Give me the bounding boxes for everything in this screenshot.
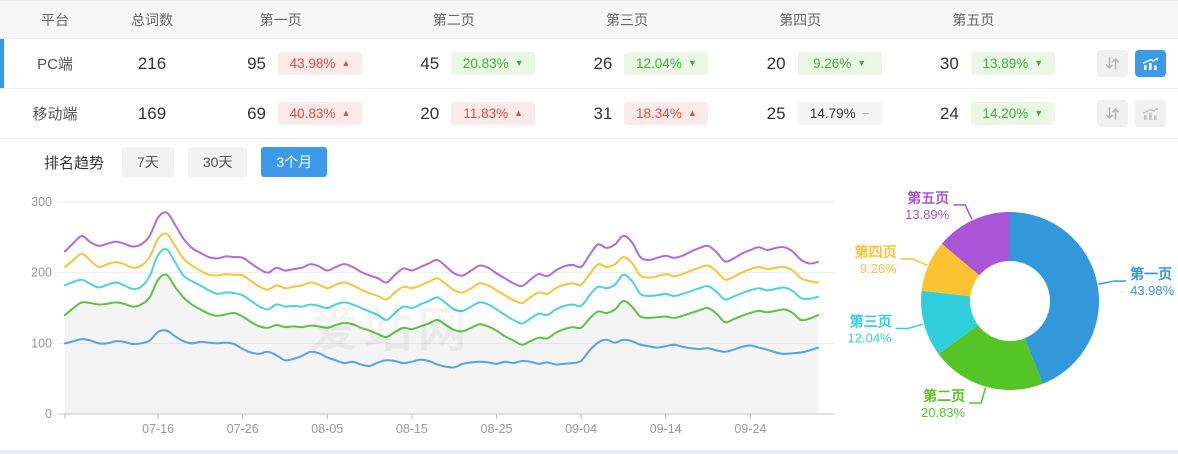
page2-count: 45 — [420, 53, 440, 73]
svg-text:08-05: 08-05 — [311, 422, 343, 436]
trend-chart-button[interactable] — [1134, 100, 1166, 127]
donut-chart-canvas: 第一页 43.98% 第二页 20.83% 第三页 12.04% 第四页 9.26%第五页 13… — [848, 190, 1175, 420]
page1-count: 69 — [247, 103, 266, 123]
sort-arrows-icon — [1105, 57, 1120, 70]
page4-cell: 25 14.79% − — [714, 102, 887, 125]
page3-cell: 31 18.34% ▲ — [540, 102, 713, 125]
page2-cell: 20 11.83% ▲ — [367, 102, 540, 125]
svg-text:08-25: 08-25 — [481, 422, 513, 436]
table-row-pc[interactable]: PC端 216 95 43.98% ▲ 45 20.83% ▼ 26 12.04% ▼… — [0, 39, 1178, 89]
charts-area: 0 100 200 300 07-16 07-26 08-05 08-15 08-25 09-04… — [0, 185, 1178, 450]
platform-label: PC端 — [37, 56, 73, 73]
trend-section-title: 排名趋势 — [44, 154, 105, 172]
page4-cell: 20 9.26% ▼ — [714, 52, 887, 75]
table-row-mobile[interactable]: 移动端 169 69 40.83% ▲ 20 11.83% ▲ 31 18.34% ▲… — [0, 89, 1178, 139]
tab-3-months[interactable]: 3个月 — [261, 147, 328, 177]
total-words-value: 216 — [137, 53, 167, 73]
page2-change-badge: 20.83% ▼ — [451, 52, 536, 75]
page4-count: 25 — [766, 103, 786, 123]
col-platform: 平台 — [41, 11, 69, 28]
page1-cell: 69 40.83% ▲ — [194, 102, 367, 125]
trend-chart-icon — [1142, 57, 1159, 70]
page3-count: 26 — [593, 53, 613, 73]
trend-line-chart: 0 100 200 300 07-16 07-26 08-05 08-15 08-25 09-04… — [0, 185, 840, 450]
col-page-1: 第一页 — [259, 11, 302, 28]
page5-count: 30 — [939, 53, 959, 73]
page2-cell: 45 20.83% ▼ — [367, 52, 540, 75]
row-actions — [1060, 100, 1178, 127]
rank-table-header: 平台 总词数 第一页 第二页 第三页 第四页 第五页 — [0, 1, 1178, 39]
page3-cell: 26 12.04% ▼ — [540, 52, 713, 75]
line-chart-canvas: 0 100 200 300 07-16 07-26 08-05 08-15 08-25 09-04… — [31, 195, 834, 436]
sort-button[interactable] — [1096, 100, 1128, 127]
svg-text:07-16: 07-16 — [142, 422, 174, 436]
row-actions — [1060, 50, 1178, 77]
page4-change-badge: 14.79% − — [797, 102, 882, 125]
page5-cell: 24 14.20% ▼ — [887, 102, 1060, 125]
page1-change-badge: 40.83% ▲ — [278, 102, 362, 125]
sort-button[interactable] — [1096, 50, 1128, 77]
page4-change-badge: 9.26% ▼ — [797, 52, 882, 75]
svg-text:08-15: 08-15 — [396, 422, 428, 436]
page1-count: 95 — [247, 53, 266, 73]
trend-toolbar: 排名趋势 7天 30天 3个月 — [0, 139, 1178, 185]
svg-text:07-26: 07-26 — [227, 422, 259, 436]
sort-arrows-icon — [1105, 107, 1120, 120]
col-page-4: 第四页 — [779, 11, 822, 28]
page5-change-badge: 14.20% ▼ — [970, 102, 1055, 125]
total-words-value: 169 — [137, 103, 167, 123]
svg-text:0: 0 — [45, 407, 52, 421]
page3-change-badge: 12.04% ▼ — [624, 52, 709, 75]
svg-text:200: 200 — [31, 266, 52, 280]
bottom-divider — [0, 450, 1178, 454]
svg-text:300: 300 — [31, 195, 52, 209]
page2-change-badge: 11.83% ▲ — [451, 102, 536, 125]
page2-count: 20 — [420, 103, 440, 123]
page1-cell: 95 43.98% ▲ — [194, 52, 367, 75]
col-page-3: 第三页 — [605, 11, 648, 28]
svg-text:100: 100 — [31, 336, 52, 350]
svg-text:09-14: 09-14 — [650, 422, 682, 436]
svg-text:09-24: 09-24 — [734, 422, 766, 436]
col-total-words: 总词数 — [131, 11, 173, 28]
trend-chart-button[interactable] — [1134, 50, 1166, 77]
tab-30-days[interactable]: 30天 — [187, 147, 248, 177]
page5-change-badge: 13.89% ▼ — [970, 52, 1055, 75]
page1-change-badge: 43.98% ▲ — [278, 52, 362, 75]
platform-label: 移动端 — [32, 106, 78, 123]
tab-7-days[interactable]: 7天 — [122, 147, 174, 177]
page3-change-badge: 18.34% ▲ — [624, 102, 709, 125]
page4-count: 20 — [766, 53, 786, 73]
trend-chart-icon — [1142, 107, 1159, 120]
page5-count: 24 — [939, 103, 959, 123]
page-share-donut-chart: 第一页 43.98% 第二页 20.83% 第三页 12.04% 第四页 9.26% 第五页 13… — [840, 185, 1178, 450]
col-page-2: 第二页 — [432, 11, 475, 28]
svg-text:09-04: 09-04 — [565, 422, 597, 436]
page3-count: 31 — [593, 103, 613, 123]
col-page-5: 第五页 — [952, 11, 995, 28]
page5-cell: 30 13.89% ▼ — [887, 52, 1060, 75]
